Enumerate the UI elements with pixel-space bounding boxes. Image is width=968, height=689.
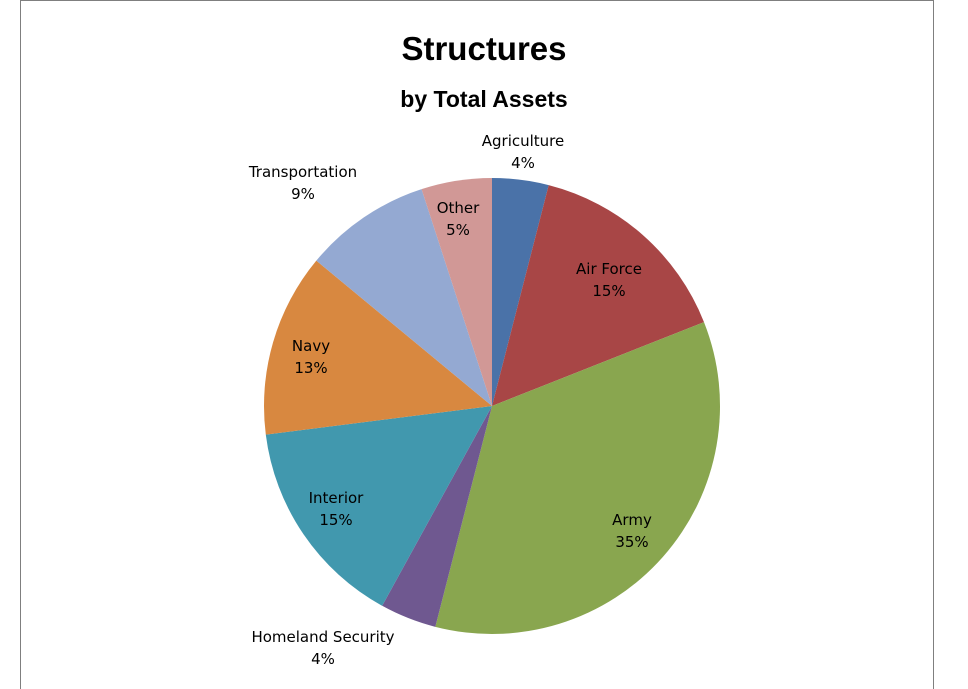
slice-value-air-force: 15% (592, 282, 625, 300)
pie-slice-army (435, 322, 720, 634)
chart-title: Structures (401, 30, 567, 67)
chart-subtitle: by Total Assets (400, 86, 568, 112)
pie-slice-air-force (492, 185, 704, 406)
slice-label-homeland-security: Homeland Security (251, 628, 394, 646)
pie-slice-interior (265, 406, 492, 606)
slice-value-interior: 15% (319, 511, 352, 529)
slice-label-agriculture: Agriculture (482, 132, 565, 150)
slice-value-transportation: 9% (291, 185, 315, 203)
slice-value-army: 35% (615, 533, 648, 551)
slice-label-air-force: Air Force (576, 260, 642, 278)
slice-label-transportation: Transportation (248, 163, 357, 181)
slice-value-agriculture: 4% (511, 154, 535, 172)
slice-value-navy: 13% (294, 359, 327, 377)
pie-slice-other (421, 178, 492, 406)
pie-slice-homeland-security (382, 406, 492, 627)
pie-slice-agriculture (492, 178, 549, 406)
pie-slice-transportation (316, 189, 492, 406)
slice-value-other: 5% (446, 221, 470, 239)
slice-label-navy: Navy (292, 337, 330, 355)
slice-value-homeland-security: 4% (311, 650, 335, 668)
slice-label-other: Other (437, 199, 480, 217)
slice-label-interior: Interior (309, 489, 365, 507)
pie-slice-navy (264, 260, 492, 435)
slice-label-army: Army (612, 511, 652, 529)
